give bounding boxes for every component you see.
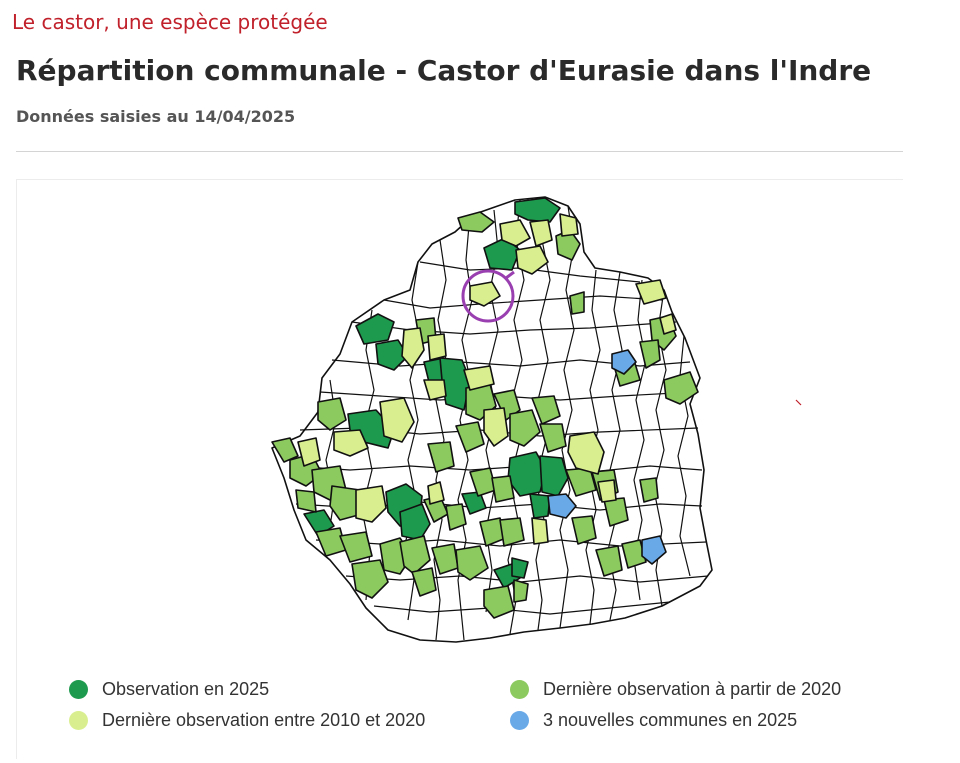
commune-borders xyxy=(289,197,709,641)
legend-dot-dark-green xyxy=(69,680,88,699)
map-frame xyxy=(16,179,903,759)
mid-green-communes xyxy=(271,211,699,619)
legend-label: 3 nouvelles communes en 2025 xyxy=(543,710,798,730)
legend-dot-light-green xyxy=(69,711,88,730)
stray-mark xyxy=(795,399,802,406)
legend-item-since-2020: Dernière observation à partir de 2020 xyxy=(510,679,841,700)
legend-dot-mid-green xyxy=(510,680,529,699)
map-title: Répartition communale - Castor d'Eurasie… xyxy=(16,54,872,87)
title-divider xyxy=(16,151,903,152)
legend-item-new-communes: 3 nouvelles communes en 2025 xyxy=(510,710,797,731)
legend-label: Dernière observation entre 2010 et 2020 xyxy=(102,710,426,730)
highlight-circle xyxy=(461,269,515,323)
map-title-block: Répartition communale - Castor d'Eurasie… xyxy=(16,50,906,138)
map-date-subtitle: Données saisies au 14/04/2025 xyxy=(16,107,296,126)
legend-item-2010-2020: Dernière observation entre 2010 et 2020 xyxy=(69,710,425,731)
legend-dot-blue xyxy=(510,711,529,730)
section-kicker: Le castor, une espèce protégée xyxy=(12,10,328,34)
blue-communes xyxy=(547,349,667,565)
highlight-circle-tail xyxy=(505,270,515,280)
light-green-communes xyxy=(297,213,677,545)
legend-label: Observation en 2025 xyxy=(102,679,270,699)
dark-green-communes xyxy=(303,197,569,589)
legend-label: Dernière observation à partir de 2020 xyxy=(543,679,842,699)
legend-item-observation-2025: Observation en 2025 xyxy=(69,679,269,700)
